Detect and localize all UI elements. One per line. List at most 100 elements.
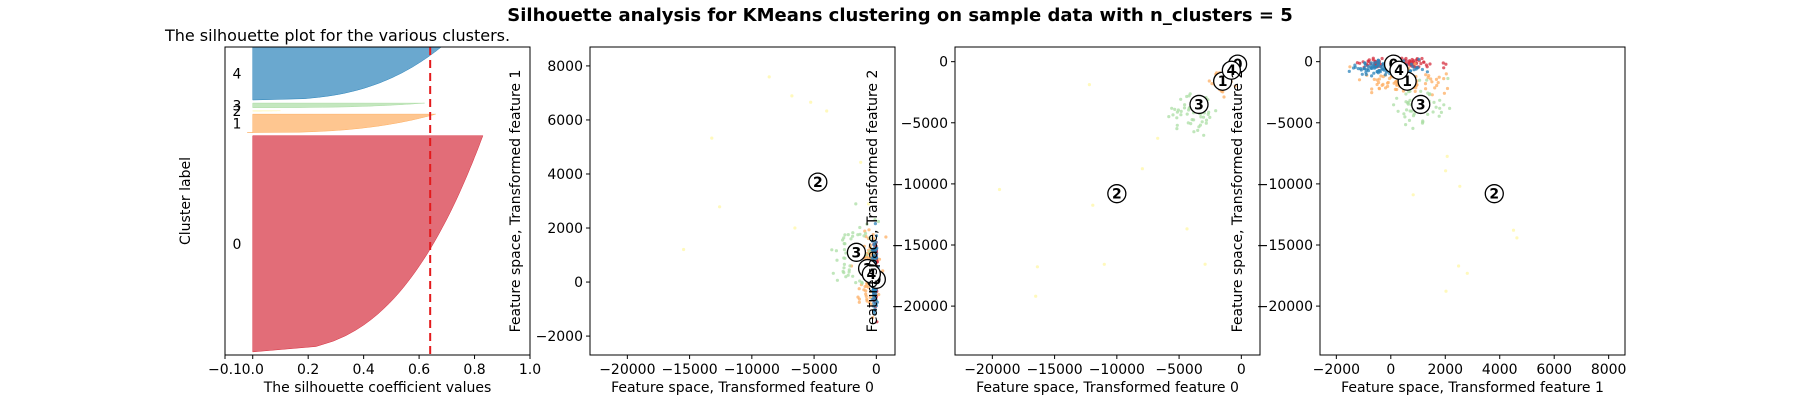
- data-point: [1435, 83, 1439, 88]
- data-point: [867, 202, 871, 206]
- data-point: [1176, 108, 1180, 112]
- data-point: [848, 264, 852, 268]
- data-point: [842, 266, 846, 270]
- data-point: [1376, 64, 1380, 68]
- data-point: [854, 281, 858, 285]
- data-point: [1418, 78, 1422, 82]
- cluster-center-label-4: 4: [1226, 63, 1236, 79]
- y-tick-label: 0: [939, 55, 948, 71]
- cluster-label-2: 2: [233, 104, 242, 120]
- data-point: [1395, 83, 1399, 87]
- data-point: [1372, 71, 1376, 75]
- data-point: [1087, 83, 1091, 87]
- data-point: [863, 229, 867, 233]
- cluster-center-label-2: 2: [1489, 187, 1499, 203]
- data-point: [1192, 118, 1196, 122]
- x-tick-label: 4000: [1482, 362, 1518, 378]
- data-point: [1394, 79, 1399, 83]
- cluster-center-label-4: 4: [1394, 63, 1404, 79]
- data-point: [865, 284, 869, 288]
- x-tick-label: 6000: [1536, 362, 1572, 378]
- data-point: [843, 233, 847, 237]
- cluster-center-label-3: 3: [852, 245, 862, 261]
- y-axis-label: Feature space, Transformed feature 2: [865, 70, 881, 333]
- data-point: [1204, 118, 1209, 122]
- data-point: [857, 300, 861, 304]
- cluster-center-label-2: 2: [813, 175, 823, 191]
- x-tick-label: −15000: [661, 362, 717, 378]
- data-point: [1185, 112, 1189, 116]
- cluster-center-label-3: 3: [1194, 97, 1204, 113]
- data-point: [870, 297, 874, 302]
- data-point: [1457, 264, 1461, 268]
- silhouette-cluster-0: [252, 135, 484, 353]
- data-point: [1035, 265, 1039, 269]
- data-point: [1179, 113, 1183, 117]
- data-point: [1410, 57, 1414, 62]
- cluster-center-4: [861, 264, 881, 284]
- data-point: [1210, 82, 1214, 86]
- data-point: [1411, 193, 1415, 197]
- data-point: [854, 202, 858, 206]
- x-tick-label: −20000: [964, 362, 1020, 378]
- data-point: [1458, 184, 1462, 188]
- data-point: [867, 300, 871, 305]
- y-axis-label: Cluster label: [178, 157, 194, 245]
- x-axis-label: Feature space, Transformed feature 0: [611, 380, 874, 396]
- data-point: [851, 234, 855, 238]
- data-point: [872, 289, 876, 293]
- x-tick-label: 8000: [1591, 362, 1627, 378]
- x-tick-label: −5000: [1155, 362, 1202, 378]
- data-point: [1179, 97, 1183, 101]
- data-point: [1386, 84, 1390, 88]
- data-point: [1441, 61, 1445, 65]
- data-point: [830, 248, 834, 252]
- data-point: [1404, 59, 1408, 63]
- data-point: [835, 258, 839, 262]
- y-tick-label: −5000: [1266, 116, 1313, 132]
- cluster-label-1: 1: [233, 116, 242, 132]
- data-point: [1348, 65, 1352, 69]
- data-point: [1392, 103, 1396, 107]
- data-point: [1404, 123, 1408, 127]
- data-point: [875, 320, 879, 324]
- data-point: [834, 249, 839, 253]
- cluster-center-2: [1107, 184, 1127, 204]
- data-point: [1175, 127, 1179, 131]
- data-point: [1207, 79, 1211, 83]
- cluster-center-3: [846, 242, 867, 262]
- data-point: [1404, 56, 1408, 61]
- x-tick-label: 0.4: [353, 362, 375, 378]
- silhouette-cluster-1: [247, 113, 436, 133]
- data-point: [1233, 84, 1237, 88]
- data-point: [1355, 61, 1359, 65]
- data-point: [1426, 112, 1430, 116]
- data-point: [867, 249, 872, 254]
- cluster-center-label-2: 2: [1112, 187, 1122, 203]
- data-point: [843, 242, 847, 246]
- data-point: [843, 256, 847, 260]
- data-point: [844, 251, 848, 255]
- data-point: [872, 294, 876, 298]
- data-point: [1422, 60, 1426, 64]
- data-point: [859, 160, 863, 164]
- data-point: [1442, 66, 1446, 70]
- data-point: [870, 256, 874, 261]
- data-point: [1411, 65, 1415, 69]
- data-point: [1402, 112, 1406, 116]
- data-point: [1369, 65, 1373, 69]
- data-point: [790, 94, 794, 98]
- x-axis-label: The silhouette coefficient values: [263, 380, 492, 396]
- x-tick-label: 0.8: [463, 362, 485, 378]
- data-point: [860, 281, 864, 285]
- data-point: [858, 279, 862, 283]
- data-point: [1201, 115, 1206, 119]
- data-point: [870, 239, 875, 243]
- data-point: [1375, 82, 1379, 87]
- data-point: [1366, 69, 1371, 73]
- cluster-center-label-4: 4: [866, 267, 876, 283]
- data-point: [1367, 59, 1371, 64]
- data-point: [1421, 120, 1425, 124]
